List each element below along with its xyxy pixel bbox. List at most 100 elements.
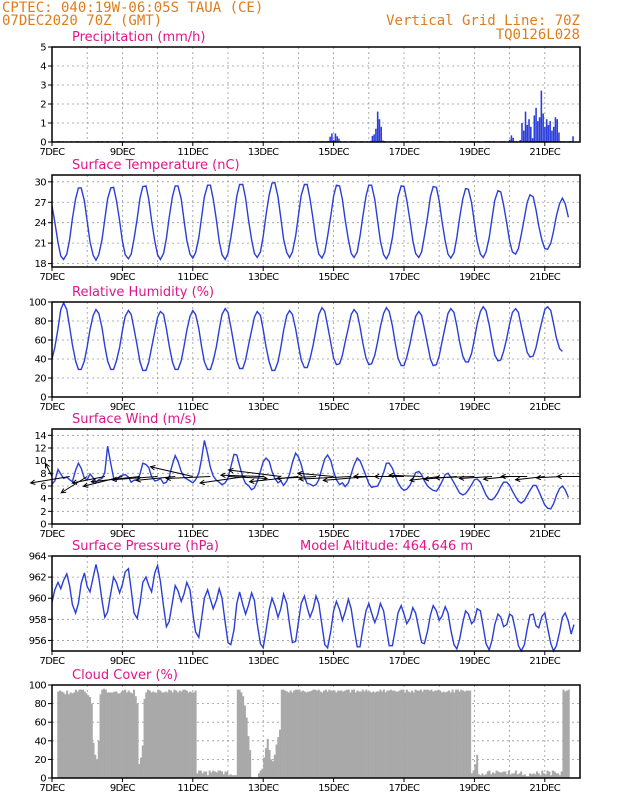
cloud-cover-area-column (484, 774, 488, 778)
cloud-cover-area-column (155, 692, 158, 778)
cloud-cover-area-column (358, 691, 361, 778)
wind-vector (296, 470, 334, 477)
cloud-cover-area-column (502, 771, 505, 778)
precipitation-bar (331, 133, 333, 142)
cloud-cover-area-column (122, 690, 125, 778)
cloud-cover-area-column (220, 771, 224, 778)
wind-vector-head (44, 462, 50, 469)
cloud-cover-area-column (277, 737, 280, 778)
cloud-cover-area-column (511, 773, 514, 778)
cloud-cover-area-column (205, 771, 208, 778)
cloud-cover-area-column (398, 690, 401, 778)
cloud-cover-area-column (407, 691, 410, 778)
cloud-cover-area-column (115, 691, 118, 778)
cloud-cover-ytick-label: 80 (34, 699, 46, 710)
cloud-cover-area-column (132, 689, 136, 778)
cloud-cover-area-column (423, 689, 426, 778)
cloud-cover-area-column (300, 691, 303, 778)
cloud-cover-ytick-label: 60 (34, 718, 46, 729)
precipitation-xtick-label: 15DEC (318, 147, 349, 158)
wind-vector (60, 476, 88, 494)
cloud-cover-title: Cloud Cover (%) (72, 668, 178, 683)
cloud-cover-area-column (499, 772, 502, 778)
cloud-cover-area-column (493, 773, 496, 778)
pressure-xtick-label: 13DEC (248, 656, 279, 667)
humidity-xtick-label: 21DEC (529, 402, 560, 413)
cloud-cover-area-column (64, 694, 67, 778)
cloud-cover-area-column (240, 692, 243, 778)
wind-vector-head (458, 475, 465, 481)
cloud-cover-area-column (294, 689, 297, 778)
cloud-cover-xtick-label: 21DEC (529, 783, 560, 794)
wind-vector (165, 475, 211, 481)
cloud-cover-area-column (391, 690, 394, 778)
cloud-cover-area-column (316, 690, 319, 778)
cloud-cover-area-column (328, 689, 331, 778)
cloud-cover-area-column (375, 691, 378, 778)
cloud-cover-area-column (242, 696, 245, 778)
cloud-cover-area-column (60, 691, 63, 778)
cloud-cover-area-column (442, 691, 445, 778)
precipitation-bar (510, 135, 513, 142)
wind-xtick-label: 9DEC (110, 529, 136, 540)
cloud-cover-xtick-label: 13DEC (248, 783, 279, 794)
cloud-cover-area-column (470, 773, 473, 778)
cloud-cover-area-column (331, 690, 334, 778)
cloud-cover-area-column (178, 690, 181, 778)
pressure-ytick-label: 962 (29, 573, 47, 584)
cloud-cover-area-column (430, 689, 433, 778)
precipitation-bar (375, 128, 377, 142)
cloud-cover-area-column (69, 692, 72, 778)
cloud-cover-area-column (425, 689, 428, 778)
cloud-cover-area-column (287, 692, 290, 778)
cloud-cover-area-column (389, 689, 392, 778)
cloud-cover-area-column (455, 689, 458, 778)
cloud-cover-area-column (506, 774, 509, 778)
cloud-cover-area-column (213, 771, 216, 778)
temperature-ytick-label: 24 (34, 218, 46, 229)
wind-vector-head (275, 475, 282, 481)
cloud-cover-area-column (286, 691, 289, 778)
cloud-cover-area-column (523, 774, 526, 778)
cloud-cover-area-column (175, 690, 178, 778)
wind-vector (500, 473, 528, 480)
wind-vector-head (82, 482, 89, 488)
precipitation-frame (51, 46, 581, 143)
pressure-ytick-label: 960 (29, 594, 47, 605)
precipitation-bar (545, 119, 548, 142)
wind-vector (82, 476, 123, 488)
cloud-cover-area-column (111, 692, 114, 778)
cloud-cover-ytick-label: 0 (40, 774, 46, 785)
temperature-panel: 18 21 24 27 30 7DEC 9DEC 11DEC 13DEC 15DEC 17DEC 19… (34, 158, 581, 283)
cloud-cover-area-column (557, 773, 560, 778)
cloud-cover-area-column (131, 693, 134, 778)
cloud-cover-area-column (222, 774, 225, 778)
cloud-cover-area-column (247, 736, 250, 778)
cloud-cover-area-column (386, 690, 389, 778)
cloud-cover-area-column (317, 689, 320, 778)
cloud-cover-area-column (548, 771, 551, 778)
cloud-cover-area-column (164, 691, 167, 778)
pressure-xtick-label: 11DEC (177, 656, 208, 667)
cloud-cover-area-column (118, 693, 121, 778)
precipitation-xtick-label: 17DEC (389, 147, 420, 158)
precipitation-bar (556, 119, 558, 142)
cloud-cover-frame (51, 684, 581, 779)
cloud-cover-area-column (541, 770, 544, 778)
cloud-cover-area-column (236, 689, 239, 778)
wind-vector (111, 476, 158, 483)
precipitation-xtick-label: 11DEC (177, 147, 208, 158)
wind-xtick-label: 17DEC (389, 529, 420, 540)
precipitation-bar (332, 140, 335, 142)
cloud-cover-area-column (440, 692, 444, 778)
cloud-cover-area-column (527, 776, 530, 778)
wind-frame (51, 428, 581, 525)
wind-xtick-label: 15DEC (318, 529, 349, 540)
cloud-cover-area-column (307, 691, 310, 778)
cloud-cover-area-column (374, 692, 377, 778)
cloud-cover-area-column (342, 691, 345, 778)
wind-vector-head (514, 476, 521, 482)
cloud-cover-area-column (229, 774, 232, 778)
cloud-cover-area-column (134, 696, 137, 778)
cloud-cover-area-column (344, 690, 347, 778)
